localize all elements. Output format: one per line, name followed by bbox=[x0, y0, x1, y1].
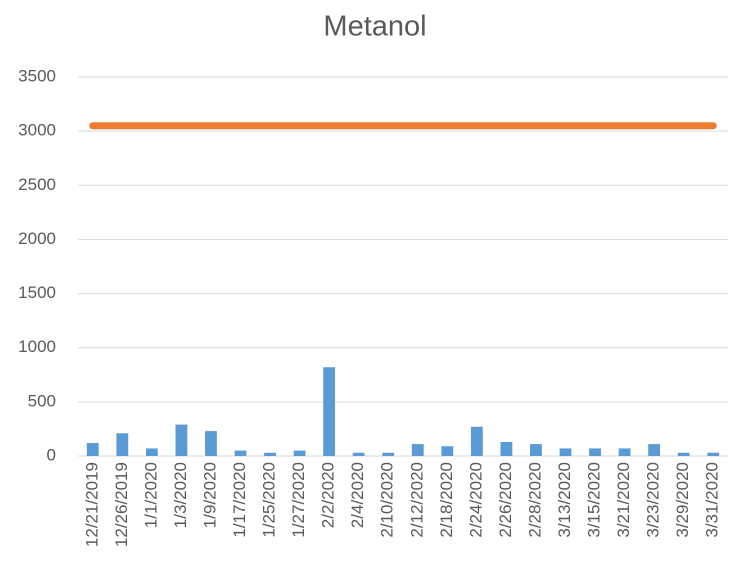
x-tick-label: 1/3/2020 bbox=[171, 462, 190, 528]
x-tick-label: 2/2/2020 bbox=[319, 462, 338, 528]
x-tick-label: 1/1/2020 bbox=[141, 462, 160, 528]
y-tick-label: 2000 bbox=[18, 229, 56, 248]
bar bbox=[589, 448, 601, 456]
x-tick-label: 3/31/2020 bbox=[703, 462, 722, 538]
bar bbox=[500, 441, 513, 456]
bar bbox=[530, 444, 542, 456]
bar bbox=[116, 433, 129, 456]
x-tick-label: 2/24/2020 bbox=[466, 462, 485, 538]
bar bbox=[559, 448, 572, 456]
x-tick-label: 1/17/2020 bbox=[230, 462, 249, 538]
x-tick-label: 12/21/2019 bbox=[82, 462, 101, 547]
y-tick-label: 0 bbox=[47, 445, 56, 464]
y-tick-label: 3500 bbox=[18, 66, 56, 85]
x-tick-label: 3/29/2020 bbox=[673, 462, 692, 538]
y-tick-label: 2500 bbox=[18, 175, 56, 194]
x-tick-label: 1/25/2020 bbox=[260, 462, 279, 538]
x-tick-label: 2/4/2020 bbox=[348, 462, 367, 528]
bar bbox=[293, 450, 306, 456]
bar bbox=[352, 452, 365, 456]
bar bbox=[175, 424, 188, 456]
bar bbox=[234, 450, 247, 456]
bar bbox=[618, 448, 631, 456]
y-tick-label: 500 bbox=[28, 391, 56, 410]
x-tick-label: 2/26/2020 bbox=[496, 462, 515, 538]
x-tick-label: 12/26/2019 bbox=[112, 462, 131, 547]
bar bbox=[86, 443, 99, 456]
bar bbox=[707, 452, 720, 456]
bar bbox=[411, 444, 424, 456]
y-tick-label: 1000 bbox=[18, 337, 56, 356]
bar bbox=[470, 426, 483, 456]
bar bbox=[145, 448, 158, 456]
x-tick-label: 3/13/2020 bbox=[555, 462, 574, 538]
y-tick-label: 1500 bbox=[18, 283, 56, 302]
x-tick-label: 3/23/2020 bbox=[644, 462, 663, 538]
bar bbox=[264, 452, 276, 456]
chart-title: Metanol bbox=[323, 11, 426, 43]
bar bbox=[648, 444, 661, 456]
x-tick-label: 2/12/2020 bbox=[407, 462, 426, 538]
bar bbox=[323, 367, 336, 456]
bar bbox=[441, 446, 454, 456]
bar bbox=[205, 431, 217, 456]
x-tick-label: 3/21/2020 bbox=[614, 462, 633, 538]
bar bbox=[382, 452, 395, 456]
x-tick-label: 2/28/2020 bbox=[525, 462, 544, 538]
y-tick-label: 3000 bbox=[18, 121, 56, 140]
x-tick-label: 2/10/2020 bbox=[378, 462, 397, 538]
x-tick-label: 1/27/2020 bbox=[289, 462, 308, 538]
x-tick-label: 2/18/2020 bbox=[437, 462, 456, 538]
x-tick-label: 1/9/2020 bbox=[200, 462, 219, 528]
bar bbox=[677, 452, 690, 456]
x-tick-label: 3/15/2020 bbox=[585, 462, 604, 538]
